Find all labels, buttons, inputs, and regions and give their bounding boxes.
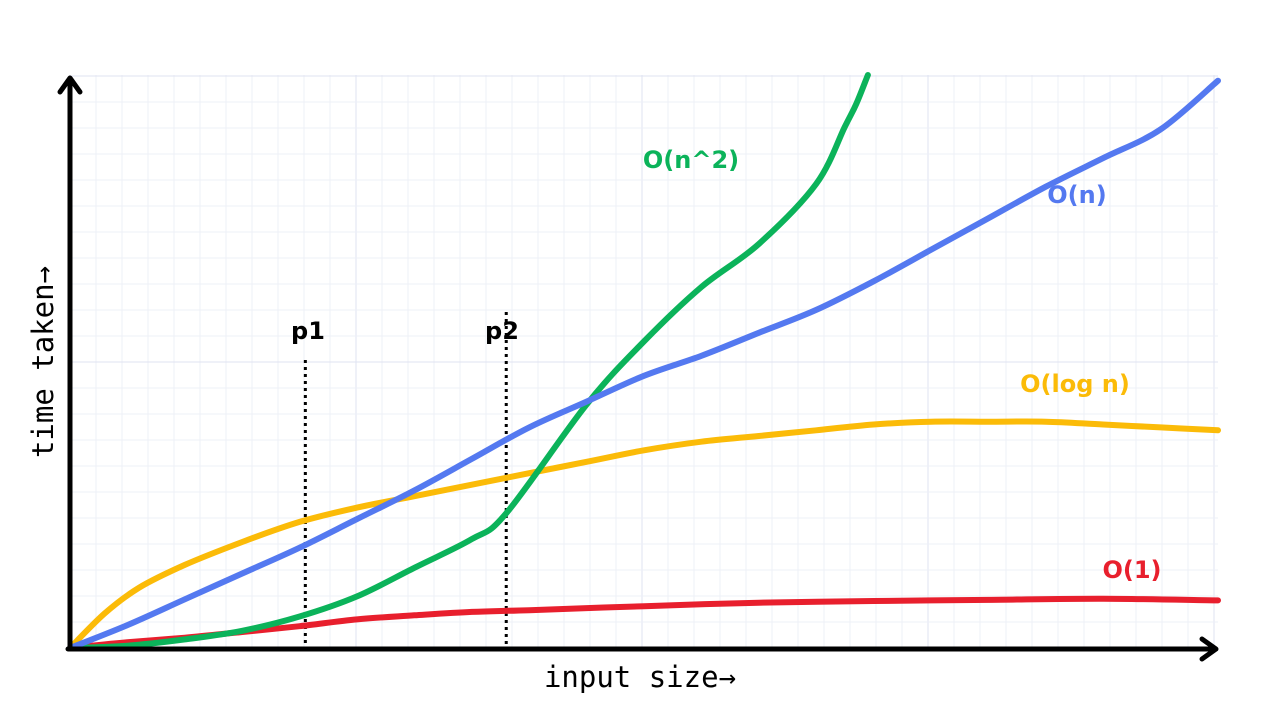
- chart-grid: [69, 75, 1218, 649]
- marker-lines: [303, 312, 508, 646]
- series-label-o-1: O(1): [1102, 556, 1161, 584]
- chart-axes: [57, 75, 1219, 662]
- x-axis-label: input size→: [544, 660, 736, 694]
- y-axis-label: time taken→: [26, 266, 60, 458]
- marker-label-p1: p1: [291, 317, 325, 345]
- series-line-o-log-n: [67, 418, 1221, 651]
- series-line-o-n-2: [67, 72, 871, 651]
- series-label-o-log-n: O(log n): [1020, 370, 1130, 398]
- series-lines: [67, 72, 1221, 651]
- x-axis-arrowhead: [1199, 636, 1219, 662]
- series-line-o-n: [67, 77, 1221, 651]
- series-labels: O(n^2) O(n) O(log n) O(1) p1 p2: [291, 146, 1161, 584]
- series-label-o-n: O(n): [1047, 181, 1106, 209]
- marker-label-p2: p2: [485, 317, 519, 345]
- series-line-o-1: [67, 595, 1221, 651]
- series-label-o-n-squared: O(n^2): [643, 146, 739, 174]
- y-axis-arrowhead: [57, 75, 83, 95]
